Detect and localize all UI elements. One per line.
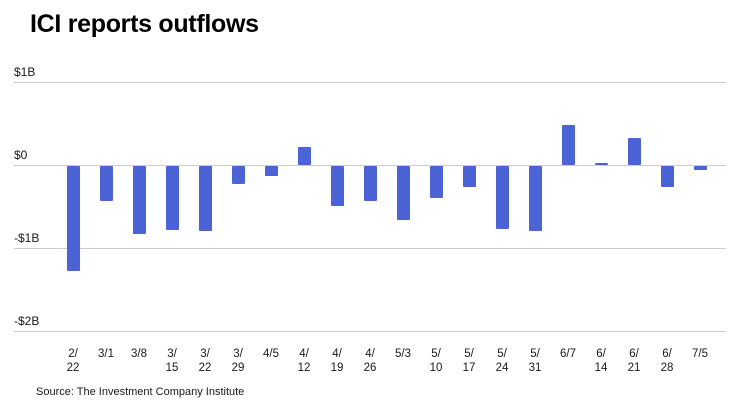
gridline--$1B [14,248,726,249]
x-axis-tick-label-3/22: 3/ 22 [198,348,212,374]
x-axis-tick-label-6/21: 6/ 21 [627,348,641,374]
x-axis-tick-label-2/22: 2/ 22 [66,348,80,374]
x-axis-tick-label-3/15: 3/ 15 [165,348,179,374]
bar-6/7 [561,125,575,165]
bar-4/26 [363,166,377,201]
x-axis-tick-label-5/17: 5/ 17 [462,348,476,374]
bar-5/31 [528,166,542,231]
chart-title: ICI reports outflows [30,10,259,38]
bar-3/1 [99,166,113,201]
x-axis-tick-label-5/10: 5/ 10 [429,348,443,374]
x-axis-tick-label-5/31: 5/ 31 [528,348,542,374]
x-axis-tick-label-6/7: 6/7 [560,348,576,360]
bar-6/21 [627,138,641,165]
x-axis-tick-label-3/1: 3/1 [98,348,114,360]
bar-6/28 [660,166,674,187]
x-axis-tick-label-5/24: 5/ 24 [495,348,509,374]
bar-4/12 [297,146,311,165]
x-axis-tick-label-6/14: 6/ 14 [594,348,608,374]
x-axis-tick-label-4/12: 4/ 12 [297,348,311,374]
bar-3/29 [231,166,245,185]
bar-4/5 [264,166,278,176]
y-axis-tick-label: $0 [14,148,28,162]
source-note: Source: The Investment Company Institute [36,386,245,398]
bar-6/14 [594,162,608,165]
x-axis-tick-label-4/19: 4/ 19 [330,348,344,374]
x-axis-tick-label-7/5: 7/5 [692,348,708,360]
bar-3/8 [132,166,146,235]
x-axis-tick-label-5/3: 5/3 [395,348,411,360]
x-axis-tick-label-6/28: 6/ 28 [660,348,674,374]
x-axis-tick-label-4/26: 4/ 26 [363,348,377,374]
x-axis-tick-label-4/5: 4/5 [263,348,279,360]
gridline-$1B [14,82,726,83]
x-axis-tick-label-3/8: 3/8 [131,348,147,360]
y-axis-tick-label: -$1B [14,231,40,245]
bar-2/22 [66,166,80,272]
bar-3/22 [198,166,212,231]
y-axis-tick-label: -$2B [14,314,40,328]
bar-7/5 [693,166,707,171]
y-axis-tick-label: $1B [14,65,36,79]
x-axis-tick-label-3/29: 3/ 29 [231,348,245,374]
bar-5/10 [429,166,443,198]
gridline--$2B [14,331,726,332]
bar-5/3 [396,166,410,220]
gridline-$0 [14,165,726,166]
bar-4/19 [330,166,344,206]
bar-5/24 [495,166,509,230]
bar-5/17 [462,166,476,187]
bar-3/15 [165,166,179,230]
